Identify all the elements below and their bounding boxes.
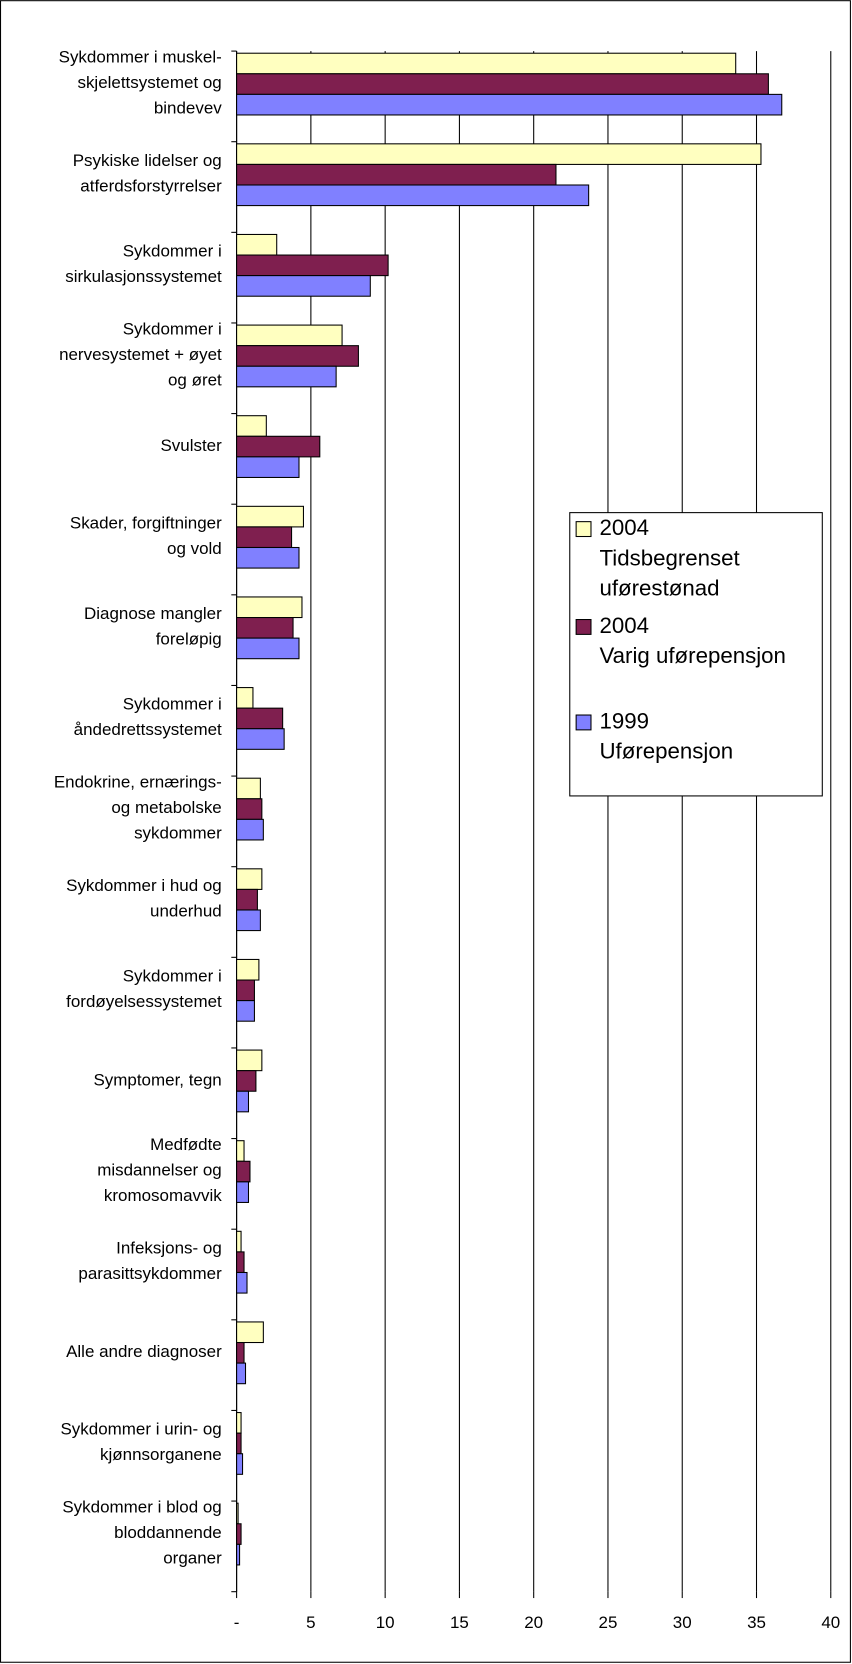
bar bbox=[236, 415, 267, 437]
y-tick-label: Sykdommer i urin- og kjønnsorganene bbox=[60, 1420, 221, 1464]
bar bbox=[236, 1523, 242, 1545]
bar bbox=[236, 143, 762, 165]
bar bbox=[236, 798, 263, 820]
y-tick-label: Infeksjons- og parasittsykdommer bbox=[78, 1239, 222, 1283]
bar bbox=[236, 1502, 239, 1525]
x-tick-label: 10 bbox=[376, 1613, 395, 1632]
bar bbox=[236, 163, 557, 186]
bar bbox=[236, 505, 304, 528]
y-tick-label: Svulster bbox=[160, 436, 222, 455]
y-tick-label: Sykdommer i nervesystemet + øyet og øret bbox=[59, 320, 222, 390]
bar bbox=[236, 1160, 251, 1183]
legend-label: 2004 Varig uførepensjon bbox=[599, 613, 785, 668]
bar bbox=[236, 52, 737, 75]
bar bbox=[236, 365, 337, 388]
bar bbox=[236, 1251, 245, 1274]
bar bbox=[236, 888, 258, 911]
bar bbox=[236, 958, 260, 981]
bar bbox=[236, 1321, 264, 1344]
legend-label: 1999 Uførepensjon bbox=[599, 708, 733, 763]
y-tick-label: Sykdommer i åndedrettssystemet bbox=[74, 695, 222, 739]
bar bbox=[236, 1432, 242, 1455]
bar bbox=[236, 617, 294, 639]
bar bbox=[236, 184, 590, 207]
bar bbox=[236, 637, 300, 660]
bar bbox=[236, 596, 303, 619]
bar bbox=[236, 1000, 255, 1022]
y-tick-label: Sykdommer i fordøyelsessystemet bbox=[66, 967, 222, 1011]
x-tick-label: 15 bbox=[450, 1613, 469, 1632]
y-tick-label: Sykdommer i muskel-skjelettsystemet og bi… bbox=[59, 48, 223, 118]
x-tick-label: 20 bbox=[524, 1613, 543, 1632]
legend-label: 2004 Tidsbegrenset uførestønad bbox=[599, 515, 740, 600]
bar bbox=[236, 233, 278, 256]
bar bbox=[236, 345, 359, 367]
bar bbox=[236, 868, 263, 890]
bar bbox=[236, 526, 293, 549]
y-tick-label: Endokrine, ernærings-og metabolske sykdom… bbox=[54, 773, 222, 843]
bar bbox=[236, 728, 285, 750]
bar bbox=[236, 1271, 248, 1294]
bar bbox=[236, 1070, 257, 1092]
bar bbox=[236, 275, 371, 297]
bar bbox=[236, 1049, 263, 1072]
bar bbox=[236, 909, 261, 932]
bar bbox=[236, 1140, 245, 1162]
bar bbox=[236, 1230, 242, 1253]
y-tick-label: Psykiske lidelser og atferdsforstyrrelser bbox=[73, 151, 222, 195]
y-tick-label: Sykdommer i blod og bloddannende organer bbox=[62, 1498, 222, 1568]
y-tick-label: Medfødte misdannelser og kromosomavvik bbox=[97, 1135, 222, 1205]
bar bbox=[236, 1362, 247, 1385]
x-tick-label: 40 bbox=[821, 1613, 840, 1632]
bar bbox=[236, 546, 300, 569]
y-tick-label: Skader, forgiftninger og vold bbox=[70, 514, 222, 558]
x-tick-label: 5 bbox=[306, 1613, 315, 1632]
y-tick-label: Sykdommer i sirkulasjonssystemet bbox=[65, 242, 222, 286]
y-tick-label: Symptomer, tegn bbox=[93, 1070, 221, 1089]
legend-box bbox=[569, 512, 823, 797]
x-tick-label: 25 bbox=[599, 1613, 618, 1632]
bar bbox=[236, 1412, 242, 1434]
legend-swatch bbox=[575, 521, 592, 538]
bar bbox=[236, 1181, 250, 1203]
bar bbox=[236, 435, 321, 458]
bar bbox=[236, 93, 783, 116]
bar bbox=[236, 1543, 241, 1566]
bar bbox=[236, 1341, 245, 1364]
x-tick-label: 35 bbox=[747, 1613, 766, 1632]
bar bbox=[236, 818, 264, 841]
bar bbox=[236, 777, 261, 800]
bar bbox=[236, 324, 343, 347]
x-tick-label: 30 bbox=[673, 1613, 692, 1632]
x-tick-label: - bbox=[234, 1613, 240, 1632]
bar bbox=[236, 254, 389, 277]
legend-swatch bbox=[575, 714, 592, 731]
bar bbox=[236, 456, 300, 478]
bar bbox=[236, 1090, 250, 1113]
y-tick-label: Alle andre diagnoser bbox=[66, 1342, 222, 1361]
legend-swatch bbox=[575, 619, 592, 635]
bar bbox=[236, 73, 769, 95]
y-tick-label: Diagnose mangler foreløpig bbox=[84, 604, 222, 648]
bar bbox=[236, 707, 284, 730]
bar bbox=[236, 979, 255, 1002]
y-tick-label: Sykdommer i hud og underhud bbox=[66, 876, 222, 920]
bar bbox=[236, 687, 254, 709]
bar bbox=[236, 1453, 244, 1475]
